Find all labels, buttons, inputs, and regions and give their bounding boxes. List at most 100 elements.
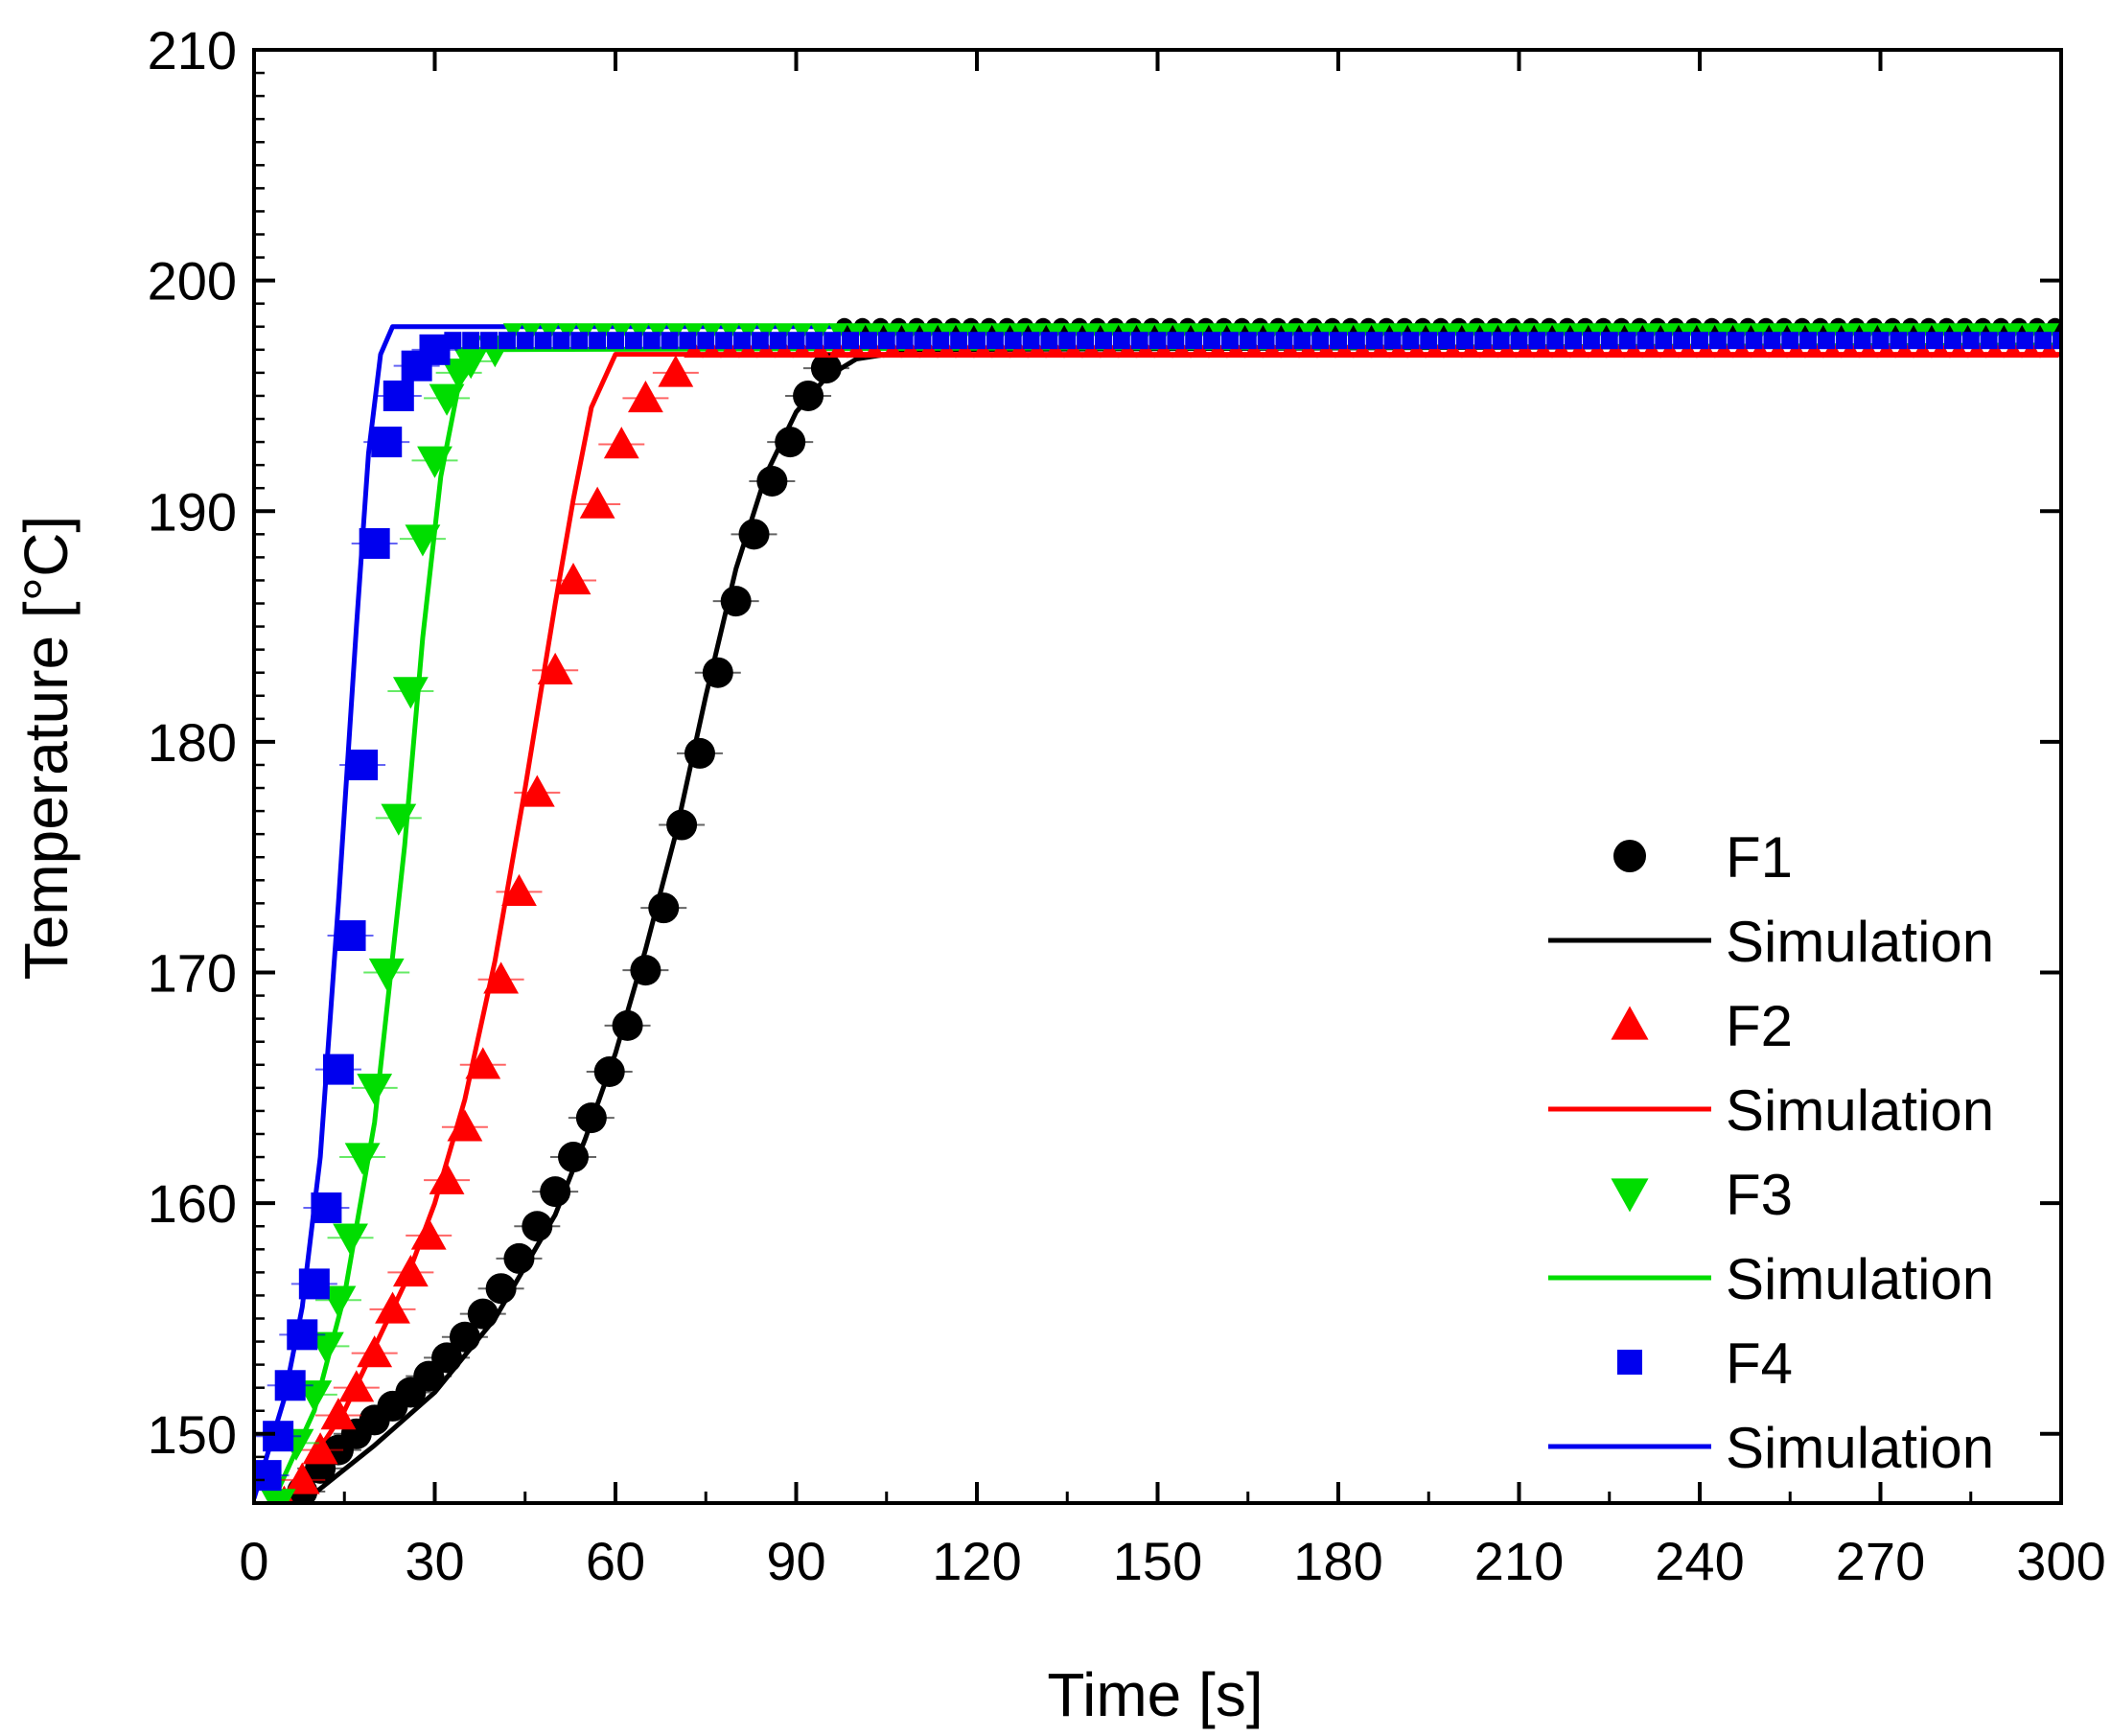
legend-label: Simulation	[1726, 910, 1994, 974]
plateau-point-f4	[1311, 332, 1330, 350]
data-point-f4	[298, 1268, 330, 1300]
plateau-point-f4	[2016, 332, 2034, 350]
plateau-point-f4	[1257, 332, 1275, 350]
legend-item-simulation-f1: Simulation	[1548, 910, 1994, 974]
plateau-point-f4	[715, 332, 733, 350]
plateau-point-f4	[1293, 332, 1311, 350]
y-tick-label: 150	[148, 1404, 237, 1465]
data-point-f3	[405, 524, 441, 557]
plateau-point-f4	[679, 332, 697, 350]
data-point-f2	[357, 1335, 393, 1368]
x-tick-label: 60	[586, 1531, 645, 1591]
data-point-f1	[684, 737, 715, 769]
data-point-f1	[503, 1242, 535, 1274]
data-point-f1	[612, 1009, 643, 1041]
x-axis-title: Time [s]	[1047, 1660, 1263, 1729]
data-point-f4	[274, 1370, 306, 1401]
plateau-point-f4	[661, 332, 679, 350]
legend-item-f1: F1	[1613, 825, 1793, 890]
plateau-point-f4	[1745, 332, 1763, 350]
data-point-f2	[338, 1370, 375, 1402]
plateau-point-f4	[1148, 332, 1167, 350]
plateau-point-f4	[1655, 332, 1673, 350]
data-point-f2	[465, 1047, 501, 1079]
plateau-point-f4	[950, 332, 968, 350]
plateau-point-f4	[1998, 332, 2016, 350]
data-point-f4	[347, 749, 379, 780]
plateau-point-f4	[1781, 332, 1799, 350]
data-point-f1	[575, 1102, 607, 1134]
plateau-point-f4	[1546, 332, 1565, 350]
plateau-point-f4	[842, 332, 860, 350]
data-point-f2	[447, 1109, 483, 1142]
plateau-point-f4	[1943, 332, 1961, 350]
data-point-f2	[537, 652, 573, 685]
data-point-f2	[410, 1217, 447, 1250]
plateau-point-f4	[1565, 332, 1583, 350]
plateau-point-f4	[968, 332, 986, 350]
legend-item-f4: F4	[1617, 1331, 1793, 1396]
x-tick-label: 120	[932, 1531, 1021, 1591]
plateau-point-f4	[932, 332, 950, 350]
plateau-point-f4	[1347, 332, 1365, 350]
data-point-f3	[452, 347, 489, 380]
data-point-f3	[417, 446, 452, 478]
data-point-f4	[287, 1319, 318, 1351]
data-point-f4	[359, 527, 390, 559]
plateau-point-f4	[1492, 332, 1510, 350]
plateau-point-f4	[1691, 332, 1708, 350]
y-axis-title: Temperature [°C]	[12, 516, 81, 980]
plateau-point-f4	[1673, 332, 1691, 350]
plateau-point-f4	[1094, 332, 1112, 350]
plateau-point-f4	[1817, 332, 1835, 350]
plateau-point-f4	[498, 332, 516, 350]
plateau-point-f4	[1600, 332, 1618, 350]
plateau-point-f4	[462, 332, 480, 350]
plateau-point-f4	[1239, 332, 1257, 350]
plateau-point-f4	[1473, 332, 1492, 350]
legend-marker	[1611, 1006, 1649, 1040]
data-point-f1	[648, 892, 680, 924]
plateau-point-f4	[1058, 332, 1077, 350]
legend-marker	[1611, 1178, 1649, 1213]
data-point-f3	[392, 677, 429, 709]
plateau-point-f4	[1727, 332, 1745, 350]
data-point-f2	[429, 1162, 465, 1194]
plateau-point-f4	[2034, 332, 2053, 350]
legend-item-simulation-f3: Simulation	[1548, 1247, 1994, 1311]
plateau-point-f4	[751, 332, 769, 350]
plateau-point-f4	[2053, 332, 2061, 350]
series-layer	[254, 317, 2061, 1503]
plateau-point-f4	[1708, 332, 1727, 350]
legend-label: Simulation	[1726, 1247, 1994, 1311]
data-point-f1	[702, 657, 733, 688]
plateau-point-f4	[1383, 332, 1402, 350]
plateau-point-f4	[1853, 332, 1871, 350]
data-point-f3	[357, 1074, 393, 1106]
data-point-f1	[738, 519, 770, 550]
x-tick-label: 270	[1836, 1531, 1925, 1591]
plateau-point-f4	[1926, 332, 1944, 350]
data-point-f2	[392, 1254, 429, 1287]
data-point-f2	[658, 355, 694, 387]
plateau-point-f4	[1908, 332, 1926, 350]
plateau-point-f4	[914, 332, 932, 350]
plateau-point-f4	[1890, 332, 1908, 350]
x-tick-label: 180	[1293, 1531, 1382, 1591]
plateau-point-f4	[624, 332, 642, 350]
legend-label: Simulation	[1726, 1416, 1994, 1480]
data-point-f4	[419, 334, 451, 365]
data-point-f1	[810, 353, 842, 384]
plateau-point-f4	[1040, 332, 1058, 350]
plateau-point-f4	[480, 332, 499, 350]
legend-item-f2: F2	[1611, 994, 1793, 1058]
plateau-point-f4	[516, 332, 534, 350]
data-point-f4	[263, 1421, 294, 1452]
y-tick-label: 170	[148, 943, 237, 1004]
plateau-point-f4	[1510, 332, 1528, 350]
data-point-f1	[558, 1142, 590, 1173]
data-point-f3	[260, 1489, 296, 1503]
plateau-point-f4	[805, 332, 824, 350]
